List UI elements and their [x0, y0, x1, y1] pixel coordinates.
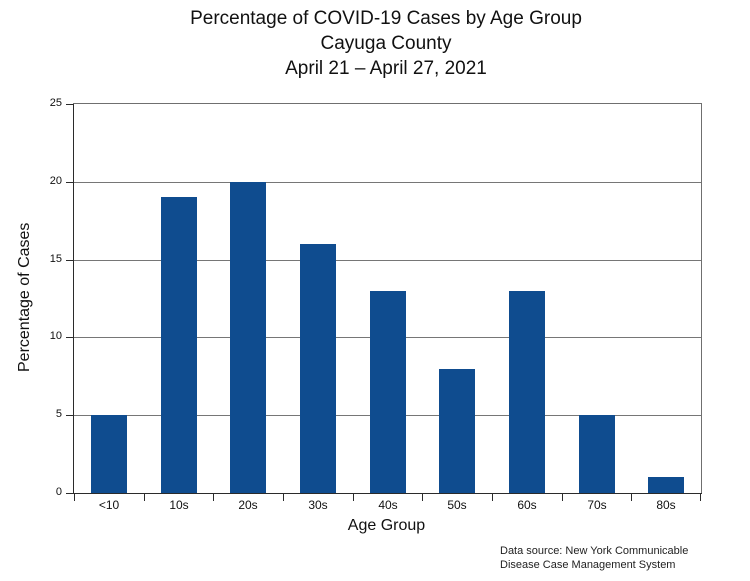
bar	[161, 197, 197, 493]
x-tick-label: 40s	[378, 498, 398, 512]
bar	[370, 291, 406, 493]
y-tick-label: 20	[49, 175, 62, 187]
x-tick-label: 50s	[447, 498, 467, 512]
bar	[439, 369, 475, 493]
x-tick-label: 60s	[517, 498, 537, 512]
y-axis-tick	[66, 415, 74, 416]
y-axis-tick	[66, 182, 74, 183]
chart-title-line-3: April 21 – April 27, 2021	[285, 58, 487, 79]
bar	[579, 415, 615, 493]
x-tick-label: 30s	[308, 498, 328, 512]
x-tick-label: 80s	[656, 498, 676, 512]
x-axis-tick	[492, 493, 493, 501]
data-source-line-2: Disease Case Management System	[500, 559, 676, 571]
bar	[300, 244, 336, 493]
chart-title: Percentage of COVID-19 Cases by Age Grou…	[22, 6, 750, 81]
plot-area: 0 5 10 15 20 25 <10 10s 20s 30s 40s 50s 60s 70s 80s	[50, 97, 702, 512]
x-axis-tick	[74, 493, 75, 501]
x-tick-label: 20s	[238, 498, 258, 512]
bar	[230, 182, 266, 493]
x-axis-tick	[631, 493, 632, 501]
gridline	[74, 260, 701, 261]
bar	[648, 477, 684, 493]
y-axis-tick	[66, 260, 74, 261]
data-source-note: Data source: New York Communicable Disea…	[500, 544, 740, 572]
x-axis-line	[73, 493, 702, 494]
y-tick-label: 10	[49, 330, 62, 342]
data-source-line-1: Data source: New York Communicable	[500, 545, 689, 557]
x-axis-tick	[562, 493, 563, 501]
x-axis-tick	[213, 493, 214, 501]
chart-title-line-2: Cayuga County	[320, 33, 452, 54]
x-axis-tick	[144, 493, 145, 501]
y-axis-tick	[66, 493, 74, 494]
gridline	[74, 182, 701, 183]
x-axis-tick	[700, 493, 701, 501]
x-tick-label: 10s	[169, 498, 189, 512]
chart-title-line-1: Percentage of COVID-19 Cases by Age Grou…	[190, 8, 582, 29]
y-tick-label: 25	[49, 97, 62, 109]
x-tick-label: <10	[98, 498, 120, 512]
bar	[509, 291, 545, 493]
y-tick-label: 15	[49, 253, 62, 265]
x-axis-tick	[422, 493, 423, 501]
x-tick-label: 70s	[587, 498, 607, 512]
x-axis-title: Age Group	[347, 517, 426, 534]
x-axis-tick	[283, 493, 284, 501]
y-tick-label: 0	[55, 486, 62, 498]
y-tick-label: 5	[55, 408, 62, 420]
y-axis-line	[73, 104, 74, 494]
y-axis-title: Percentage of Cases	[16, 222, 33, 373]
x-axis-tick	[353, 493, 354, 501]
bar	[91, 415, 127, 493]
y-axis-tick	[66, 337, 74, 338]
y-axis-tick	[66, 104, 74, 105]
